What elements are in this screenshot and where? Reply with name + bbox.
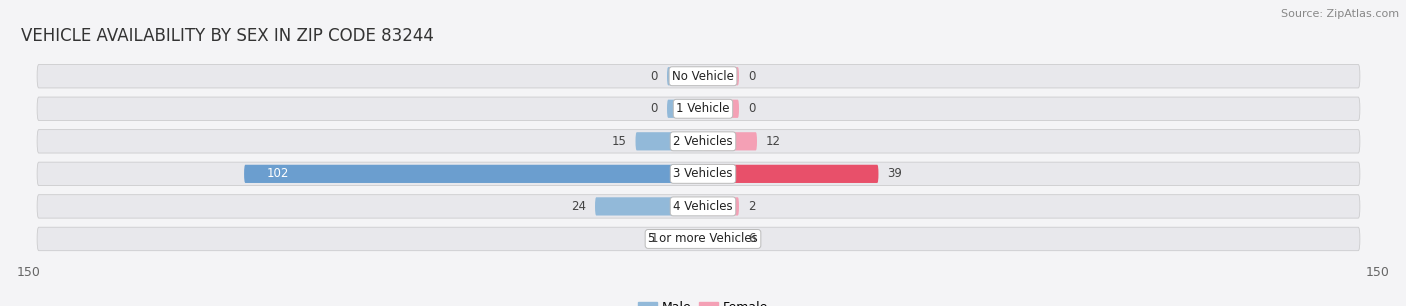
FancyBboxPatch shape: [666, 230, 703, 248]
Text: 1 Vehicle: 1 Vehicle: [676, 102, 730, 115]
FancyBboxPatch shape: [37, 130, 1360, 153]
FancyBboxPatch shape: [703, 165, 879, 183]
FancyBboxPatch shape: [37, 65, 1360, 88]
FancyBboxPatch shape: [703, 132, 756, 151]
Text: 39: 39: [887, 167, 903, 180]
Text: 4 Vehicles: 4 Vehicles: [673, 200, 733, 213]
FancyBboxPatch shape: [37, 227, 1360, 251]
FancyBboxPatch shape: [703, 67, 740, 85]
Text: 24: 24: [571, 200, 586, 213]
Text: 0: 0: [748, 102, 755, 115]
Text: 0: 0: [651, 102, 658, 115]
Text: No Vehicle: No Vehicle: [672, 70, 734, 83]
Legend: Male, Female: Male, Female: [633, 297, 773, 306]
FancyBboxPatch shape: [666, 100, 703, 118]
Text: 5 or more Vehicles: 5 or more Vehicles: [648, 233, 758, 245]
FancyBboxPatch shape: [595, 197, 703, 215]
Text: 12: 12: [766, 135, 780, 148]
FancyBboxPatch shape: [245, 165, 703, 183]
Text: 102: 102: [267, 167, 290, 180]
Text: VEHICLE AVAILABILITY BY SEX IN ZIP CODE 83244: VEHICLE AVAILABILITY BY SEX IN ZIP CODE …: [21, 27, 434, 45]
FancyBboxPatch shape: [37, 97, 1360, 121]
Text: 0: 0: [651, 70, 658, 83]
FancyBboxPatch shape: [37, 162, 1360, 185]
FancyBboxPatch shape: [636, 132, 703, 151]
Text: Source: ZipAtlas.com: Source: ZipAtlas.com: [1281, 9, 1399, 19]
Text: 15: 15: [612, 135, 627, 148]
Text: 2: 2: [748, 200, 755, 213]
FancyBboxPatch shape: [666, 67, 703, 85]
FancyBboxPatch shape: [703, 230, 740, 248]
FancyBboxPatch shape: [37, 195, 1360, 218]
Text: 2 Vehicles: 2 Vehicles: [673, 135, 733, 148]
Text: 0: 0: [748, 70, 755, 83]
Text: 6: 6: [748, 233, 755, 245]
Text: 3 Vehicles: 3 Vehicles: [673, 167, 733, 180]
FancyBboxPatch shape: [703, 197, 740, 215]
FancyBboxPatch shape: [703, 100, 740, 118]
Text: 1: 1: [651, 233, 658, 245]
